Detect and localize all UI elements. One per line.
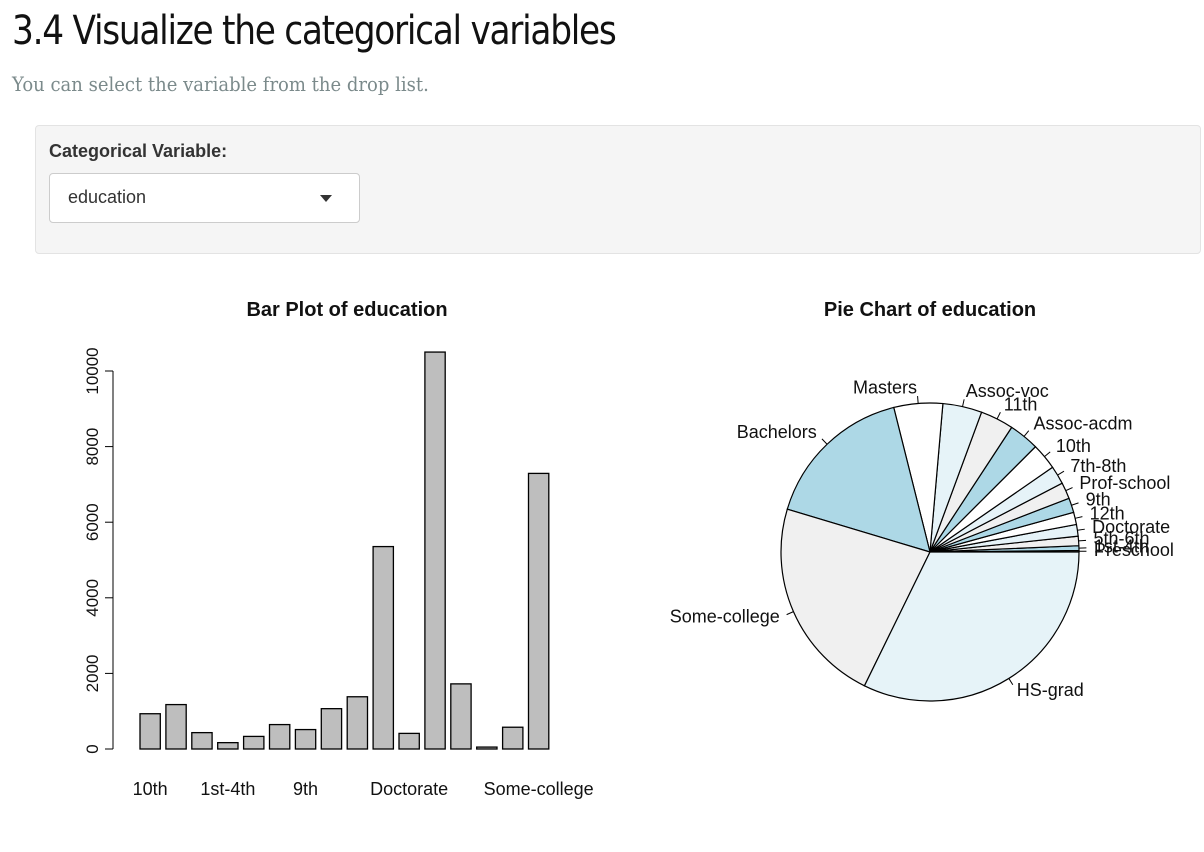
pie-label: Preschool bbox=[1094, 540, 1174, 560]
bar bbox=[191, 731, 213, 750]
x-tick-label: Some-college bbox=[484, 779, 594, 799]
pie-label: HS-grad bbox=[1017, 680, 1084, 700]
x-tick-label: 9th bbox=[293, 779, 318, 799]
pie-tick bbox=[1077, 528, 1085, 531]
pie-tick bbox=[1023, 430, 1030, 437]
page-subtitle: You can select the variable from the dro… bbox=[12, 72, 429, 96]
y-tick-label: 6000 bbox=[83, 503, 102, 541]
pie-label: Masters bbox=[853, 377, 917, 397]
pie-chart-title: Pie Chart of education bbox=[824, 299, 1036, 321]
y-tick-label: 2000 bbox=[83, 654, 102, 692]
pie-label: Assoc-acdm bbox=[1033, 414, 1132, 434]
pie-tick bbox=[917, 396, 919, 404]
bar bbox=[372, 545, 395, 750]
categorical-variable-select[interactable]: education bbox=[49, 173, 360, 223]
y-tick-label: 4000 bbox=[83, 579, 102, 617]
pie-tick bbox=[1008, 678, 1014, 686]
y-tick-label: 0 bbox=[83, 744, 102, 753]
pie-tick bbox=[821, 438, 828, 445]
control-panel: Categorical Variable: education bbox=[35, 125, 1201, 254]
bar bbox=[527, 472, 550, 750]
bar bbox=[139, 713, 161, 750]
y-tick-label: 8000 bbox=[83, 428, 102, 466]
pie-label: 1st-4th bbox=[1094, 536, 1149, 556]
pie-slice bbox=[780, 508, 931, 687]
pie-chart: Preschool1st-4th5th-6thDoctorate12th9thP… bbox=[670, 377, 1174, 702]
pie-tick bbox=[1044, 451, 1051, 457]
x-tick-label: 1st-4th bbox=[200, 779, 255, 799]
bar bbox=[450, 683, 472, 750]
bar bbox=[346, 696, 369, 750]
page-title: 3.4 Visualize the categorical variables bbox=[12, 8, 617, 54]
pie-tick bbox=[786, 611, 794, 616]
bar bbox=[294, 728, 317, 750]
pie-label: Some-college bbox=[670, 606, 780, 626]
pie-tick bbox=[996, 412, 1001, 420]
pie-tick bbox=[1071, 502, 1079, 506]
bar bbox=[424, 351, 446, 750]
bar-chart: 0 2000 4000 6000 8000 10000 10th 1st-4th 9th Doct… bbox=[83, 347, 594, 799]
bar bbox=[217, 741, 239, 750]
pie-label: Prof-school bbox=[1079, 473, 1170, 493]
pie-label: 7th-8th bbox=[1070, 456, 1126, 476]
pie-label: 12th bbox=[1090, 504, 1125, 524]
bar bbox=[165, 703, 187, 750]
pie-label: 11th bbox=[1004, 394, 1038, 414]
categorical-variable-label: Categorical Variable: bbox=[49, 141, 228, 161]
bar bbox=[398, 732, 420, 750]
selected-value: education bbox=[68, 187, 147, 207]
pie-label: 5th-6th bbox=[1093, 529, 1149, 549]
y-tick-label: 10000 bbox=[83, 347, 102, 394]
caret-down-icon bbox=[320, 195, 332, 202]
pie-label: 10th bbox=[1056, 436, 1091, 456]
pie-slice bbox=[863, 551, 1080, 702]
pie-tick bbox=[1057, 470, 1065, 476]
bar bbox=[476, 746, 498, 750]
pie-tick bbox=[1078, 539, 1087, 542]
bar-chart-title: Bar Plot of education bbox=[246, 299, 447, 321]
pie-tick bbox=[962, 399, 965, 407]
x-tick-label: 10th bbox=[133, 779, 168, 799]
bar bbox=[320, 708, 343, 750]
pie-label: 9th bbox=[1086, 489, 1111, 509]
bar bbox=[268, 723, 291, 750]
pie-label: Assoc-voc bbox=[966, 381, 1049, 401]
bar bbox=[242, 735, 265, 750]
pie-label: Bachelors bbox=[737, 422, 817, 442]
pie-label: Doctorate bbox=[1092, 517, 1170, 537]
pie-tick bbox=[1075, 516, 1083, 519]
bar bbox=[501, 726, 524, 750]
x-tick-label: Doctorate bbox=[370, 779, 448, 799]
pie-tick bbox=[1065, 487, 1073, 492]
